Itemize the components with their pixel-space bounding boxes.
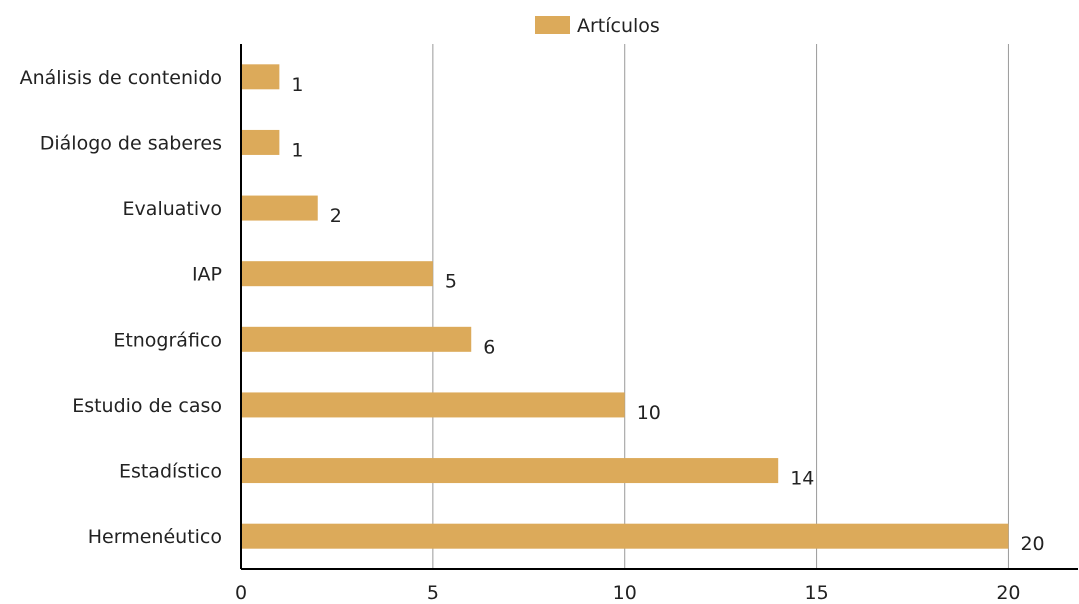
value-label: 6 bbox=[483, 336, 495, 358]
bar-1 bbox=[242, 129, 280, 155]
axes bbox=[240, 44, 1078, 570]
category-label: Estadístico bbox=[119, 461, 222, 483]
category-label: Análisis de contenido bbox=[20, 67, 222, 89]
x-tick-label: 5 bbox=[427, 582, 439, 604]
legend-label: Artículos bbox=[577, 15, 660, 37]
bar-6 bbox=[242, 458, 779, 484]
bars bbox=[242, 64, 1009, 549]
legend-swatch bbox=[535, 16, 570, 34]
value-labels: 1 1 2 5 6 10 14 20 bbox=[291, 74, 1044, 555]
value-label: 20 bbox=[1020, 533, 1044, 555]
bar-2 bbox=[242, 195, 318, 221]
category-labels: Análisis de contenido Diálogo de saberes E… bbox=[20, 67, 222, 548]
x-tick-label: 0 bbox=[235, 582, 247, 604]
bar-3 bbox=[242, 261, 433, 287]
category-label: Estudio de caso bbox=[72, 395, 222, 417]
gridlines bbox=[432, 44, 1009, 569]
legend: Artículos bbox=[535, 15, 660, 37]
x-tick-label: 10 bbox=[613, 582, 637, 604]
category-label: IAP bbox=[192, 264, 222, 286]
value-label: 1 bbox=[291, 74, 303, 96]
value-label: 2 bbox=[330, 205, 342, 227]
x-tick-label: 15 bbox=[804, 582, 828, 604]
category-label: Diálogo de saberes bbox=[40, 132, 222, 154]
bar-4 bbox=[242, 326, 472, 352]
value-label: 14 bbox=[790, 468, 814, 490]
bar-0 bbox=[242, 64, 280, 90]
value-label: 1 bbox=[291, 139, 303, 161]
category-label: Etnográfico bbox=[113, 329, 222, 351]
category-label: Evaluativo bbox=[123, 198, 222, 220]
value-label: 5 bbox=[445, 271, 457, 293]
bar-5 bbox=[242, 392, 625, 418]
category-label: Hermenéutico bbox=[88, 526, 222, 548]
x-tick-labels: 0 5 10 15 20 bbox=[235, 582, 1021, 604]
bar-7 bbox=[242, 523, 1009, 549]
x-tick-label: 20 bbox=[996, 582, 1020, 604]
value-label: 10 bbox=[637, 402, 661, 424]
